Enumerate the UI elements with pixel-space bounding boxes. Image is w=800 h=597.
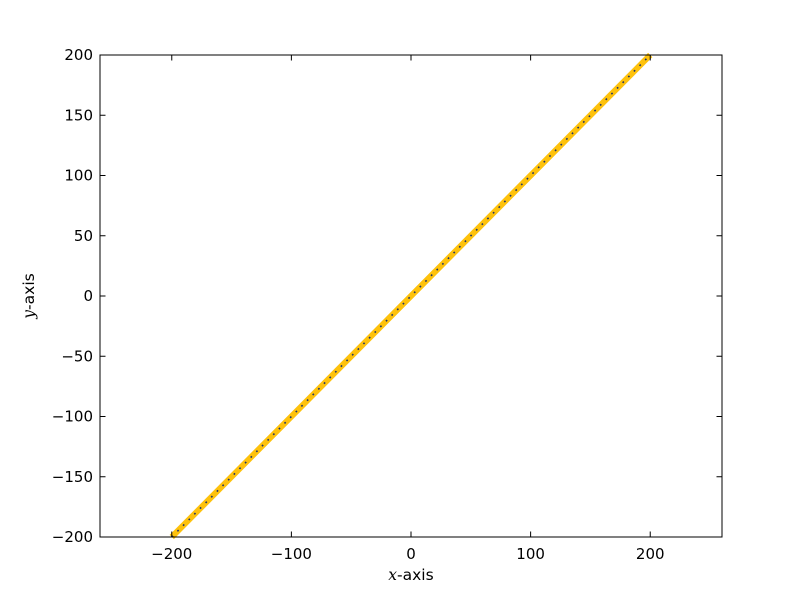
- y-tick-label: 50: [74, 227, 93, 245]
- y-tick-label: 150: [64, 106, 93, 124]
- y-tick-label: 100: [64, 167, 93, 185]
- y-axis-label: y-axis: [20, 273, 38, 319]
- y-tick-label: 200: [64, 46, 93, 64]
- x-tick-label: −200: [151, 545, 192, 563]
- series-group: [169, 52, 653, 540]
- y-tick-label: −200: [52, 528, 93, 546]
- y-tick-label: −50: [61, 347, 93, 365]
- identity-line-dotted-overlay: [171, 54, 651, 538]
- ticks-group: [100, 54, 722, 538]
- x-tick-label: 100: [516, 545, 545, 563]
- tick-labels-group: −200 −100 0 100 200 −200 −150 −100 −50 0 50 100 150 2…: [52, 46, 665, 563]
- y-tick-label: 0: [83, 287, 93, 305]
- y-tick-label: −150: [52, 468, 93, 486]
- x-tick-label: 0: [406, 545, 416, 563]
- x-tick-label: 200: [636, 545, 665, 563]
- y-tick-label: −100: [52, 408, 93, 426]
- x-tick-label: −100: [271, 545, 312, 563]
- x-axis-label: x-axis: [388, 566, 433, 584]
